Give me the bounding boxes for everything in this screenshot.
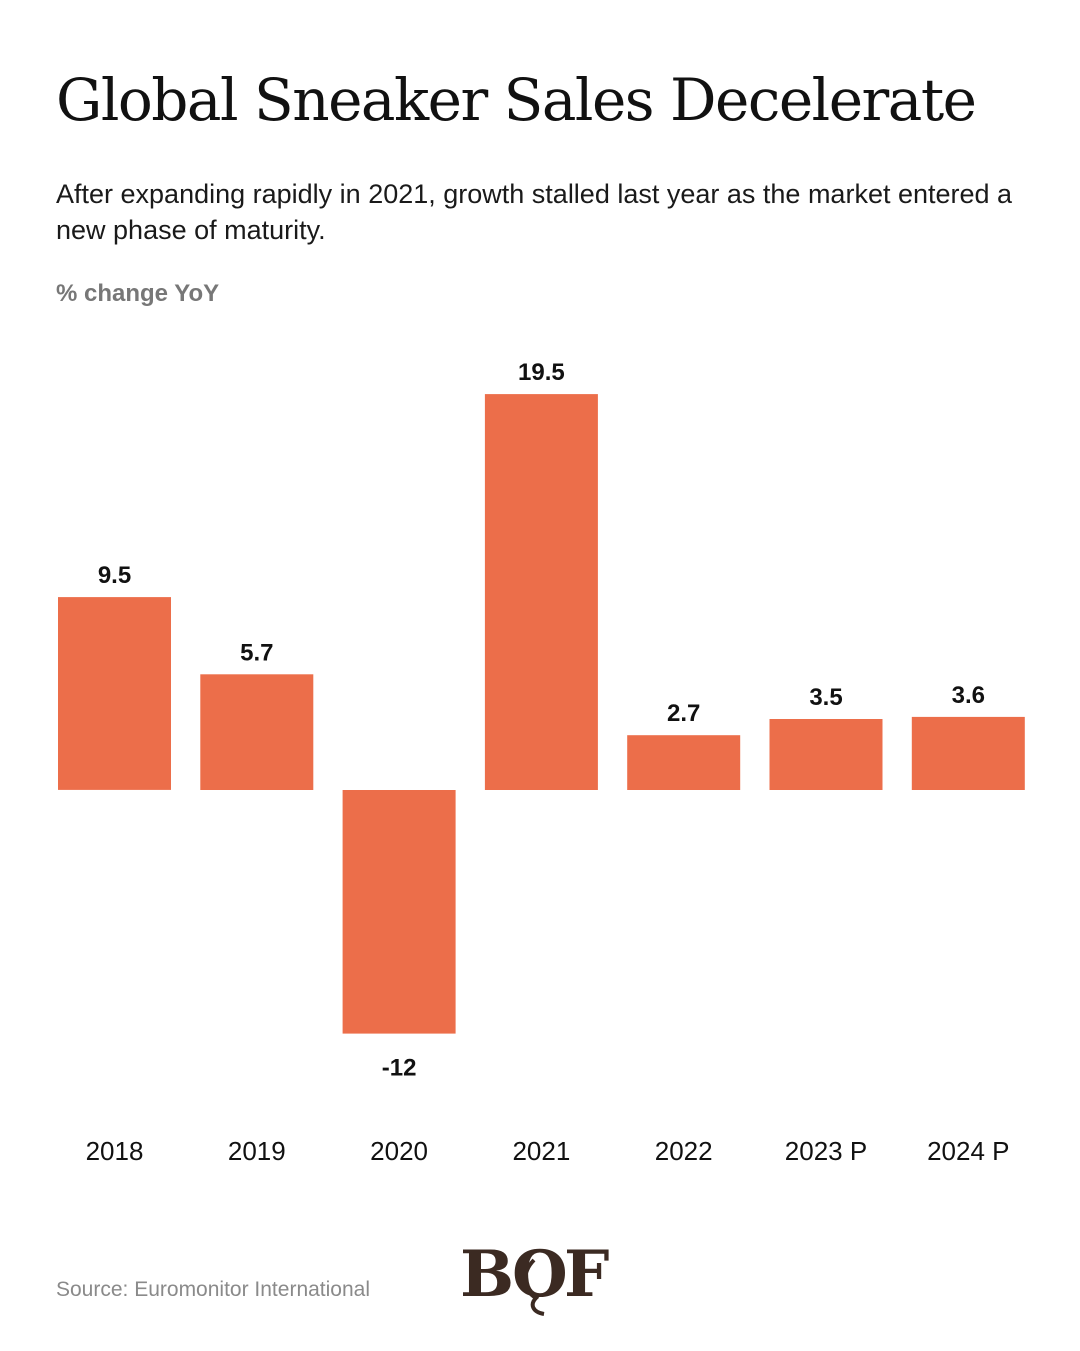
bar-2018 (58, 597, 171, 790)
value-label: 5.7 (240, 639, 273, 666)
source-note: Source: Euromonitor International (56, 1278, 371, 1301)
value-label: 2.7 (667, 700, 700, 727)
category-label: 2023 P (785, 1136, 867, 1166)
svg-text:B: B (460, 1238, 511, 1312)
bar-2020 (342, 790, 456, 1034)
bar-2023-p (769, 719, 883, 790)
category-label: 2020 (370, 1136, 428, 1166)
value-label: 3.5 (809, 684, 842, 711)
chart-title: Global Sneaker Sales Decelerate (56, 66, 977, 134)
svg-text:F: F (564, 1238, 609, 1312)
svg-text:O: O (512, 1238, 568, 1312)
value-label: 19.5 (518, 359, 565, 386)
category-label: 2019 (228, 1136, 286, 1166)
value-label: -12 (382, 1055, 417, 1082)
bar-2019 (200, 674, 314, 790)
category-label: 2022 (655, 1136, 713, 1166)
category-label: 2018 (86, 1136, 144, 1166)
bar-2022 (627, 735, 741, 790)
bar-2024-p (911, 716, 1025, 790)
bar-2021 (484, 394, 598, 790)
category-label: 2021 (512, 1136, 570, 1166)
bof-logo: B O F (460, 1238, 609, 1316)
value-label: 3.6 (952, 682, 985, 709)
value-label: 9.5 (98, 562, 131, 589)
chart-subtitle: After expanding rapidly in 2021, growth … (56, 179, 1013, 245)
y-axis-unit-label: % change YoY (56, 280, 220, 307)
category-label: 2024 P (927, 1136, 1009, 1166)
